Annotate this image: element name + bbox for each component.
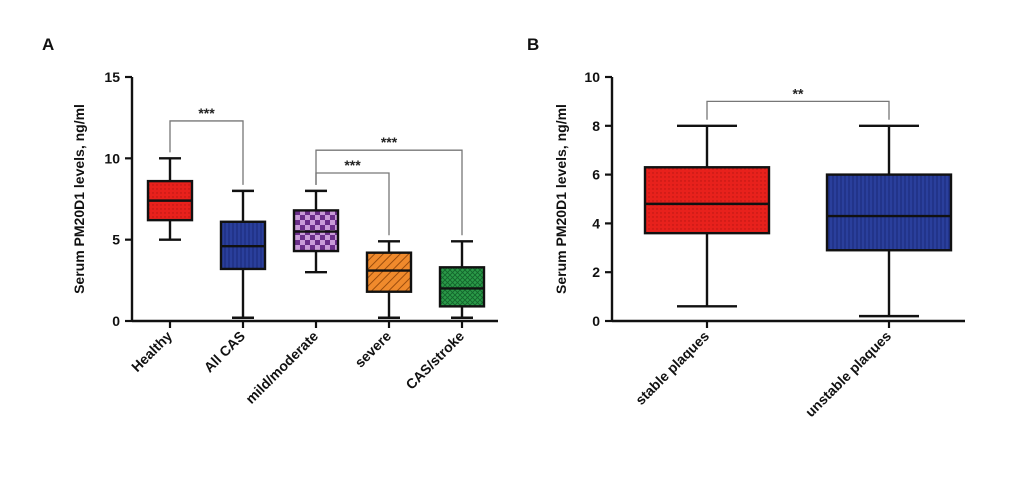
y-tick-label: 0 — [112, 313, 120, 329]
y-tick-label: 6 — [592, 167, 600, 183]
iqr-box — [643, 166, 771, 235]
iqr-box — [438, 266, 486, 308]
significance-label: *** — [381, 134, 398, 150]
box-mild-moderate — [292, 189, 340, 328]
y-tick-label: 15 — [104, 69, 120, 85]
y-tick-label: 10 — [584, 69, 600, 85]
significance-bracket: *** — [169, 105, 244, 185]
box-cas-stroke — [438, 240, 486, 328]
bracket-line — [706, 100, 890, 120]
x-category-label: CAS/stroke — [402, 328, 467, 393]
panel-b-label: B — [527, 35, 539, 54]
x-category-label: All CAS — [201, 328, 249, 376]
x-category-label: mild/moderate — [242, 328, 321, 407]
box-unstable-plaques — [825, 124, 953, 328]
panel-a: A 0 5 10 15 Serum PM20D1 levels, ng/ml Health… — [42, 35, 498, 407]
y-tick-label: 8 — [592, 118, 600, 134]
significance-bracket: ** — [706, 85, 890, 120]
significance-label: *** — [198, 105, 215, 121]
significance-label: ** — [793, 85, 804, 101]
panel-b-plot-area: 0 2 4 6 8 10 Serum PM20D1 levels, ng/ml stable … — [553, 69, 965, 420]
y-tick-label: 0 — [592, 313, 600, 329]
significance-bracket: *** — [315, 134, 463, 236]
y-tick-label: 10 — [104, 150, 120, 166]
significance-label: *** — [344, 157, 361, 173]
x-category-label: severe — [351, 328, 394, 371]
iqr-box — [825, 173, 953, 252]
box-stable-plaques — [643, 124, 771, 328]
x-category-label: stable plaques — [632, 328, 712, 408]
panel-a-plot-area: 0 5 10 15 Serum PM20D1 levels, ng/ml Healthy A… — [71, 69, 498, 407]
bracket-line — [315, 172, 390, 236]
bracket-line — [315, 149, 463, 236]
box-all-cas — [219, 189, 267, 328]
iqr-box — [365, 251, 413, 293]
y-tick-label: 2 — [592, 264, 600, 280]
box-severe — [365, 240, 413, 328]
x-category-label: unstable plaques — [802, 328, 894, 420]
box-healthy — [146, 157, 194, 328]
y-tick-label: 4 — [592, 215, 600, 231]
panel-a-label: A — [42, 35, 54, 54]
y-axis-title: Serum PM20D1 levels, ng/ml — [553, 104, 569, 294]
y-axis-title: Serum PM20D1 levels, ng/ml — [71, 104, 87, 294]
y-tick-label: 5 — [112, 232, 120, 248]
bracket-line — [169, 120, 244, 185]
x-category-label: Healthy — [128, 328, 175, 375]
significance-bracket: *** — [315, 157, 390, 236]
panel-b: B 0 2 4 6 8 10 Serum PM20D1 levels, ng/ml stabl… — [527, 35, 965, 420]
